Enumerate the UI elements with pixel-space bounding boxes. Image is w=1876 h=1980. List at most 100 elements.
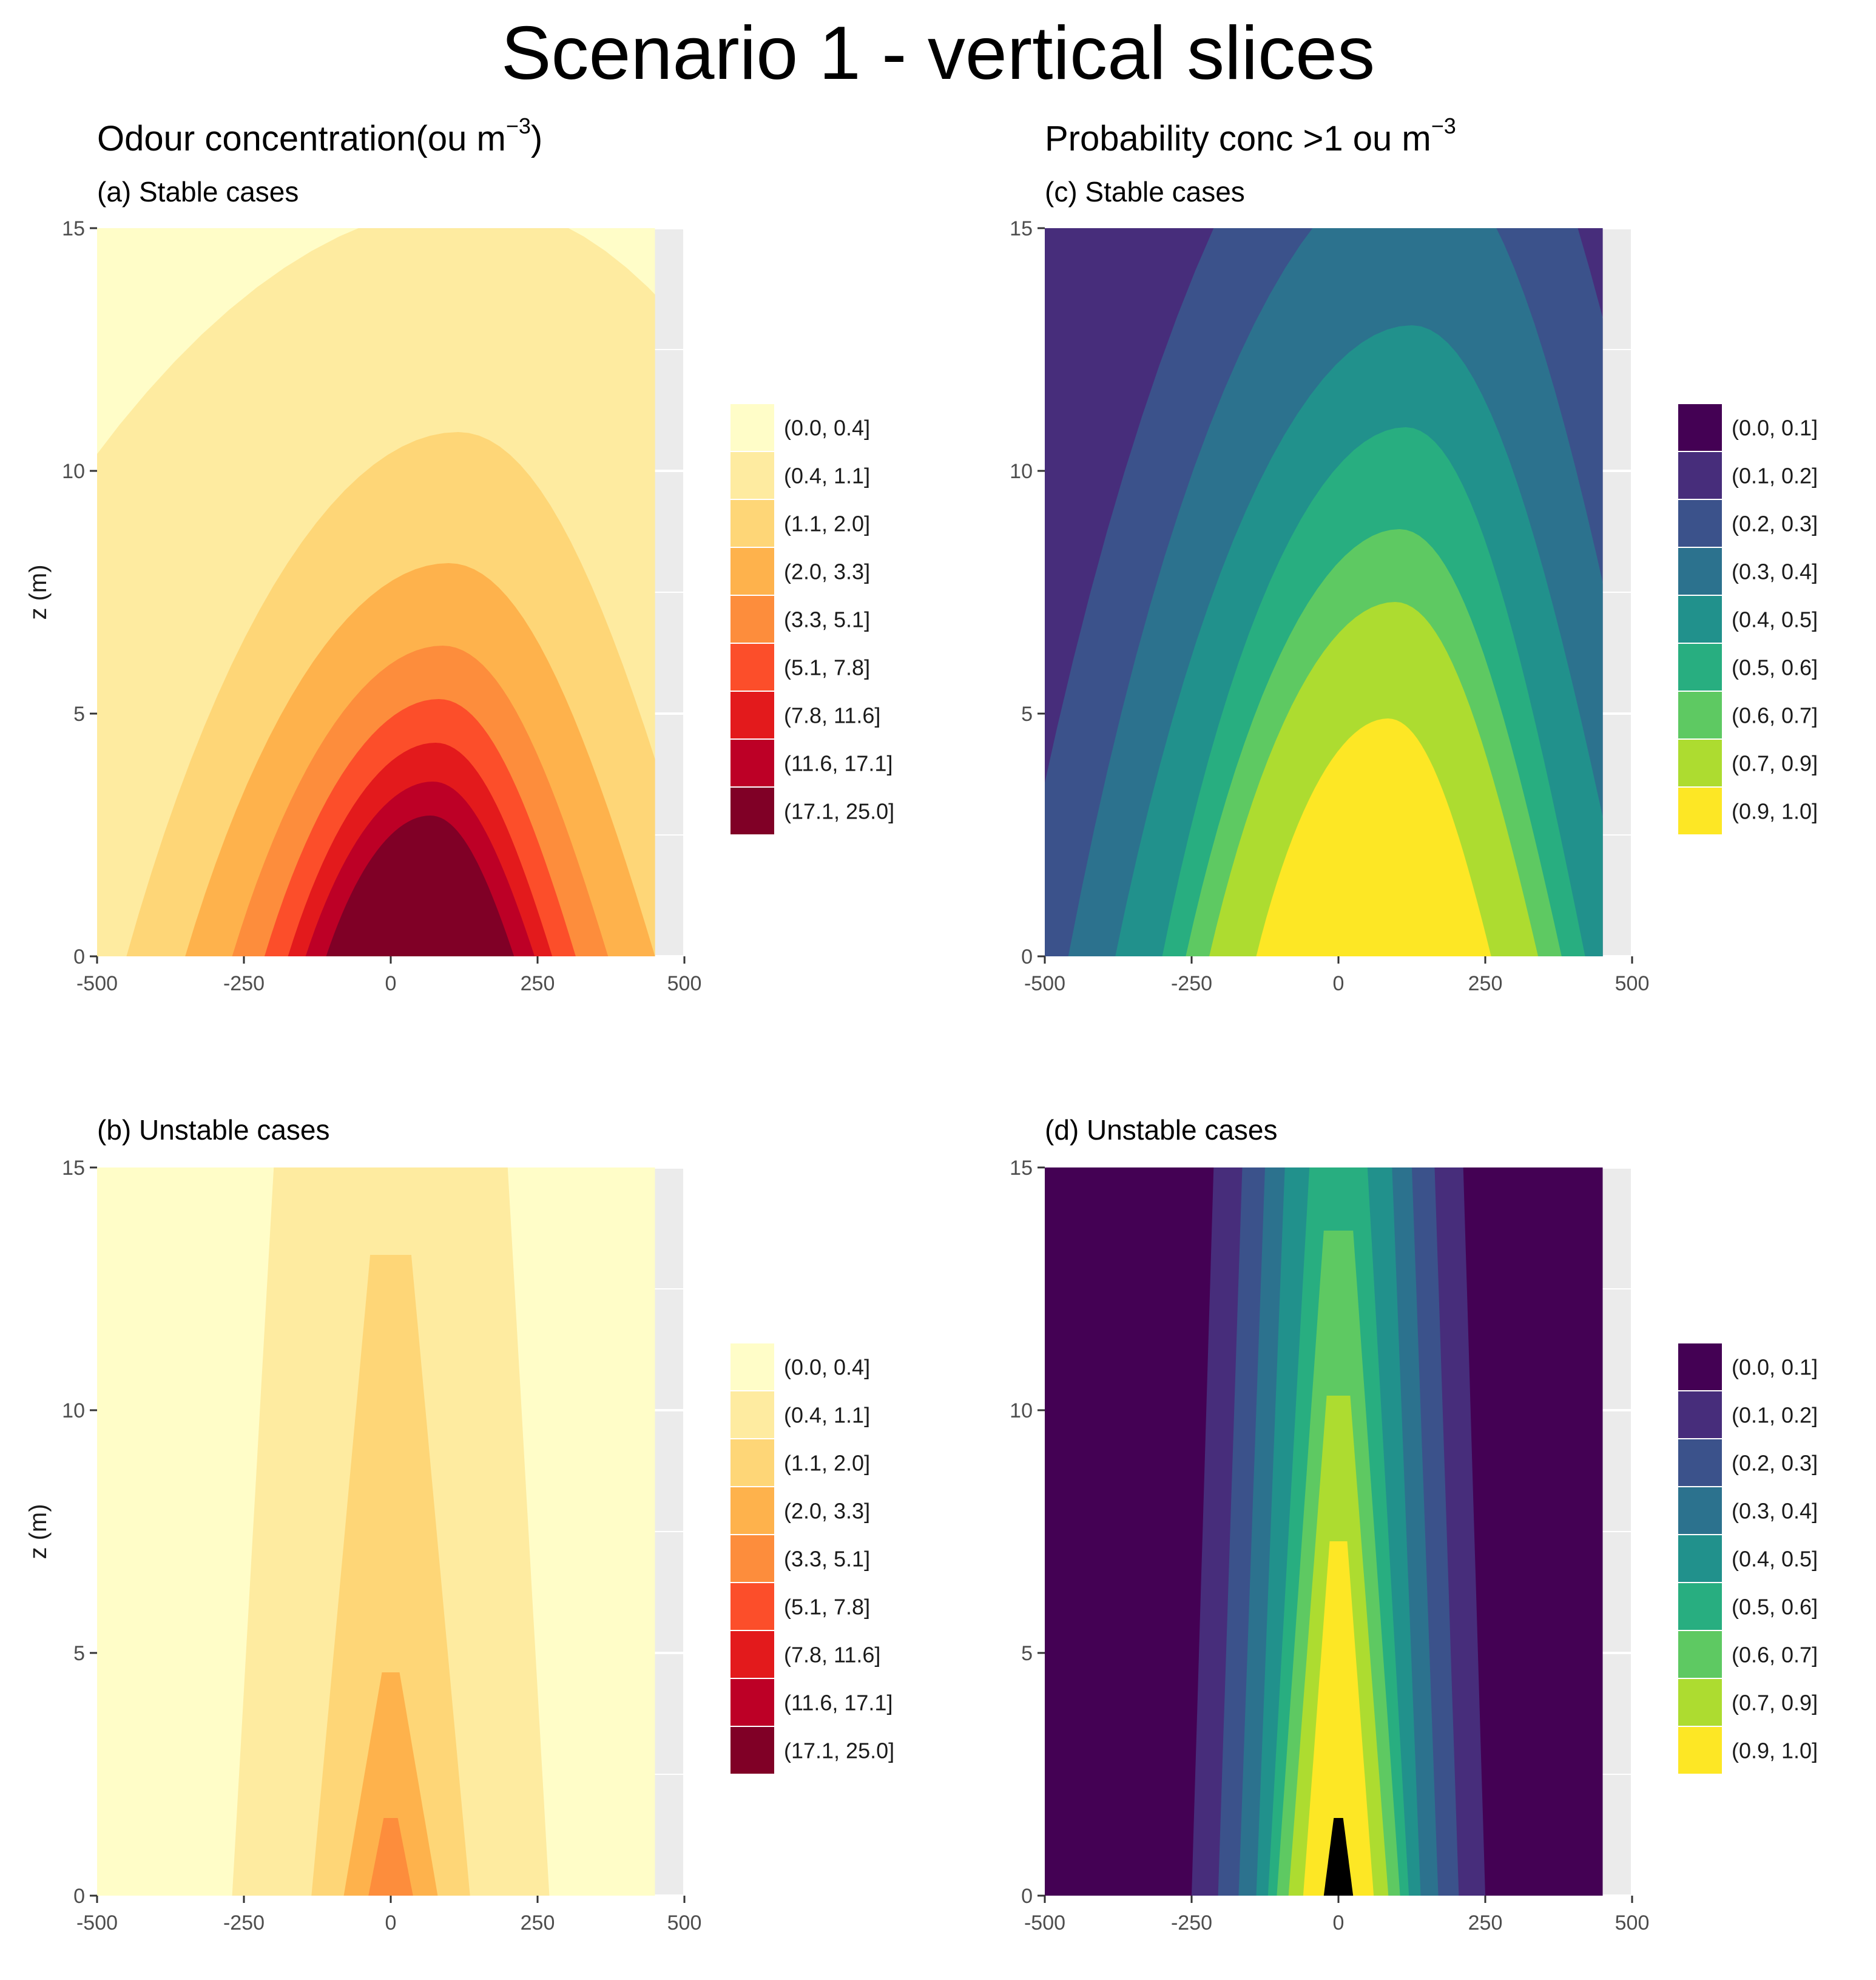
y-tick-label: 5 xyxy=(1021,1642,1033,1665)
y-tick-label: 0 xyxy=(1021,1885,1033,1908)
legend-label: (0.4, 1.1] xyxy=(784,464,870,488)
legend-label: (0.5, 0.6] xyxy=(1732,1595,1818,1620)
legend-swatch xyxy=(730,1679,774,1726)
panel-a: (a) Stable cases 0 5 10 15 -500 -250 0 250 500 z (… xyxy=(25,176,894,995)
legend-swatch xyxy=(1678,788,1722,834)
legend-swatch xyxy=(730,1727,774,1774)
legend-swatch xyxy=(730,1343,774,1390)
legend-swatch xyxy=(1678,596,1722,643)
legend-label: (5.1, 7.8] xyxy=(784,1595,870,1620)
legend-swatch xyxy=(1678,1679,1722,1726)
column-title-concentration-text: Odour concentration xyxy=(97,119,416,158)
legend-swatch xyxy=(730,1631,774,1678)
y-tick-label: 0 xyxy=(73,945,85,968)
panel-d-y-axis: 0 5 10 15 xyxy=(1010,1157,1045,1908)
y-tick-label: 10 xyxy=(62,460,85,483)
panel-c-title: (c) Stable cases xyxy=(1045,176,1245,208)
column-title-concentration: Odour concentration(ou m−3) xyxy=(97,113,542,158)
legend-label: (3.3, 5.1] xyxy=(784,1547,870,1572)
legend-swatch xyxy=(730,740,774,786)
column-title-probability-unit-sup: −3 xyxy=(1431,113,1456,138)
x-tick-label: -250 xyxy=(1171,1911,1212,1934)
legend-label: (0.0, 0.1] xyxy=(1732,1355,1818,1380)
x-tick-label: 500 xyxy=(1615,972,1650,995)
legend-swatch xyxy=(730,500,774,547)
y-tick-label: 15 xyxy=(62,217,85,240)
y-tick-label: 15 xyxy=(1010,1157,1033,1180)
legend-swatch xyxy=(1678,1727,1722,1774)
legend-swatch xyxy=(1678,404,1722,451)
panel-a-y-axis-title: z (m) xyxy=(25,564,52,620)
legend-swatch xyxy=(1678,1535,1722,1582)
legend-label: (7.8, 11.6] xyxy=(784,1643,880,1667)
legend-label: (5.1, 7.8] xyxy=(784,655,870,680)
panel-b: (b) Unstable cases 0 5 10 15 -500 -250 0 250 500 z… xyxy=(25,1114,894,1934)
x-tick-label: -500 xyxy=(76,972,118,995)
y-tick-label: 10 xyxy=(1010,1399,1033,1422)
legend-swatch xyxy=(1678,452,1722,499)
x-tick-label: 0 xyxy=(385,972,397,995)
legend-label: (2.0, 3.3] xyxy=(784,559,870,584)
x-tick-label: 250 xyxy=(1468,972,1503,995)
x-tick-label: -250 xyxy=(223,1911,265,1934)
panel-a-legend: (0.0, 0.4] (0.4, 1.1] (1.1, 2.0] (2.0, 3.3]… xyxy=(730,404,894,834)
legend-label: (17.1, 25.0] xyxy=(784,799,894,824)
legend-label: (7.8, 11.6] xyxy=(784,703,880,728)
panel-b-legend: (0.0, 0.4] (0.4, 1.1] (1.1, 2.0] (2.0, 3.3]… xyxy=(730,1343,894,1774)
panel-a-y-axis: 0 5 10 15 xyxy=(62,217,97,968)
legend-swatch xyxy=(730,788,774,834)
legend-swatch xyxy=(1678,1631,1722,1678)
legend-label: (0.3, 0.4] xyxy=(1732,559,1818,584)
y-tick-label: 10 xyxy=(1010,460,1033,483)
legend-swatch xyxy=(730,1535,774,1582)
legend-label: (0.1, 0.2] xyxy=(1732,1403,1818,1428)
x-tick-label: 250 xyxy=(521,1911,555,1934)
legend-swatch xyxy=(1678,740,1722,786)
x-tick-label: 0 xyxy=(1333,1911,1345,1934)
panel-d-legend: (0.0, 0.1] (0.1, 0.2] (0.2, 0.3] (0.3, 0.4]… xyxy=(1678,1343,1818,1774)
legend-swatch xyxy=(1678,500,1722,547)
legend-swatch xyxy=(730,548,774,595)
x-tick-label: 0 xyxy=(385,1911,397,1934)
x-tick-label: -500 xyxy=(1024,1911,1065,1934)
panel-b-x-axis: -500 -250 0 250 500 xyxy=(76,1896,701,1934)
panel-a-contours xyxy=(97,228,655,956)
column-title-concentration-unit-sup: −3 xyxy=(506,113,531,138)
column-title-probability: Probability conc >1 ou m−3 xyxy=(1045,113,1456,158)
legend-swatch xyxy=(1678,1343,1722,1390)
panel-d-contours xyxy=(1045,1167,1603,1896)
x-tick-label: 0 xyxy=(1333,972,1345,995)
x-tick-label: -500 xyxy=(76,1911,118,1934)
contour-band-8 xyxy=(1256,718,1491,956)
legend-label: (11.6, 17.1] xyxy=(784,1691,892,1715)
column-title-concentration-unit-suffix: ) xyxy=(531,119,542,158)
contour-band-3 xyxy=(343,1672,438,1896)
panel-c: (c) Stable cases 0 5 10 15 -500 -250 0 250 500 (0.… xyxy=(1010,176,1818,995)
y-tick-label: 5 xyxy=(1021,703,1033,726)
panel-b-title: (b) Unstable cases xyxy=(97,1114,330,1146)
legend-label: (0.7, 0.9] xyxy=(1732,1691,1818,1715)
contour-band-2 xyxy=(311,1255,470,1896)
legend-label: (1.1, 2.0] xyxy=(784,512,870,536)
panel-c-contours xyxy=(1045,228,1603,956)
x-tick-label: 500 xyxy=(667,1911,702,1934)
legend-label: (0.0, 0.1] xyxy=(1732,416,1818,441)
x-tick-label: 250 xyxy=(1468,1911,1503,1934)
legend-label: (11.6, 17.1] xyxy=(784,751,892,776)
legend-label: (0.9, 1.0] xyxy=(1732,799,1818,824)
legend-label: (0.9, 1.0] xyxy=(1732,1738,1818,1763)
legend-swatch xyxy=(730,1487,774,1534)
legend-swatch xyxy=(1678,1391,1722,1438)
legend-label: (0.7, 0.9] xyxy=(1732,751,1818,776)
legend-label: (0.0, 0.4] xyxy=(784,1355,870,1380)
legend-label: (17.1, 25.0] xyxy=(784,1738,894,1763)
legend-swatch xyxy=(730,1583,774,1630)
column-title-concentration-unit-prefix: (ou m xyxy=(416,119,506,158)
panel-d-title: (d) Unstable cases xyxy=(1045,1114,1278,1146)
panel-a-title: (a) Stable cases xyxy=(97,176,299,208)
x-tick-label: -250 xyxy=(223,972,265,995)
legend-swatch xyxy=(1678,1487,1722,1534)
panel-c-y-axis: 0 5 10 15 xyxy=(1010,217,1045,968)
legend-swatch xyxy=(1678,1583,1722,1630)
